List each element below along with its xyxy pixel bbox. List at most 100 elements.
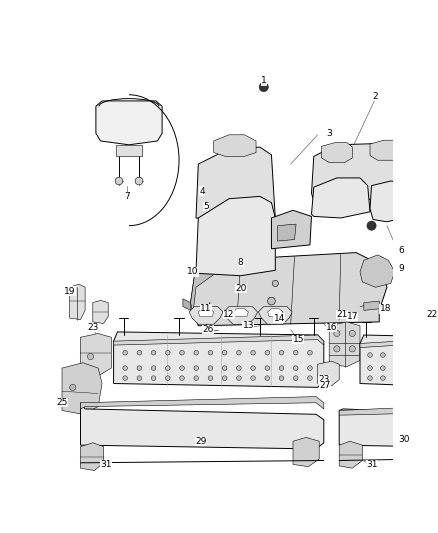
Text: 20: 20 [235,284,246,293]
Text: 31: 31 [366,460,377,469]
Circle shape [419,366,424,370]
Polygon shape [116,145,142,156]
Text: 7: 7 [124,192,130,201]
Circle shape [279,376,284,381]
Polygon shape [311,143,409,201]
Polygon shape [268,309,283,317]
Circle shape [432,376,437,381]
Circle shape [265,376,270,381]
Circle shape [272,280,279,287]
Polygon shape [272,210,311,249]
Circle shape [307,376,312,381]
Circle shape [180,366,184,370]
Polygon shape [224,306,258,324]
Circle shape [369,264,381,277]
Circle shape [88,353,94,360]
Polygon shape [81,334,111,376]
Polygon shape [191,253,387,326]
Circle shape [166,350,170,355]
Text: 12: 12 [223,310,235,319]
Polygon shape [81,443,103,471]
Circle shape [137,366,141,370]
Circle shape [334,346,340,352]
Text: 14: 14 [273,313,285,322]
Circle shape [166,376,170,381]
Circle shape [307,350,312,355]
Circle shape [151,376,156,381]
Circle shape [349,330,355,336]
Circle shape [393,353,398,357]
Text: 8: 8 [238,258,244,267]
Circle shape [406,376,411,381]
Polygon shape [196,147,276,222]
Circle shape [237,350,241,355]
Polygon shape [364,301,379,310]
Text: 27: 27 [320,381,331,390]
Text: 13: 13 [243,321,254,330]
Circle shape [367,366,372,370]
Polygon shape [62,363,102,414]
Polygon shape [198,309,214,317]
Circle shape [367,376,372,381]
Polygon shape [189,306,223,324]
Circle shape [180,376,184,381]
Circle shape [432,353,437,357]
Text: 29: 29 [195,437,206,446]
Circle shape [70,384,76,391]
Text: 18: 18 [380,304,391,313]
Circle shape [208,376,213,381]
Polygon shape [113,332,324,387]
Text: 3: 3 [326,129,332,138]
Polygon shape [360,255,395,287]
Circle shape [208,350,213,355]
Ellipse shape [145,422,191,438]
Circle shape [265,366,270,370]
Circle shape [251,350,255,355]
Circle shape [123,366,127,370]
Polygon shape [278,224,296,241]
Polygon shape [293,438,319,467]
Circle shape [293,366,298,370]
Ellipse shape [231,419,273,433]
Circle shape [393,366,398,370]
Text: 21: 21 [336,310,348,319]
Circle shape [367,221,376,230]
Circle shape [223,350,227,355]
Polygon shape [70,284,85,320]
Polygon shape [196,196,276,276]
Circle shape [237,376,241,381]
Circle shape [151,350,156,355]
Polygon shape [370,140,401,160]
Circle shape [259,83,268,92]
Circle shape [367,353,372,357]
Polygon shape [321,142,352,163]
Circle shape [223,376,227,381]
Circle shape [432,366,437,370]
Circle shape [251,376,255,381]
Polygon shape [81,397,324,409]
Polygon shape [191,260,218,314]
Circle shape [381,366,385,370]
Circle shape [166,366,170,370]
Circle shape [237,366,241,370]
Text: 10: 10 [187,268,199,276]
Circle shape [334,330,340,336]
Circle shape [180,350,184,355]
Circle shape [123,350,127,355]
Text: 5: 5 [203,202,209,211]
Text: 19: 19 [64,287,75,296]
Text: 23: 23 [318,375,329,384]
Circle shape [223,366,227,370]
Circle shape [293,350,298,355]
Circle shape [307,366,312,370]
Text: 2: 2 [373,92,378,101]
Polygon shape [258,306,292,324]
Text: 9: 9 [398,263,404,272]
Circle shape [194,376,198,381]
Polygon shape [339,441,362,468]
Text: 31: 31 [100,460,112,469]
Polygon shape [81,403,324,449]
Circle shape [349,346,355,352]
Circle shape [406,366,411,370]
Text: 23: 23 [87,323,99,332]
